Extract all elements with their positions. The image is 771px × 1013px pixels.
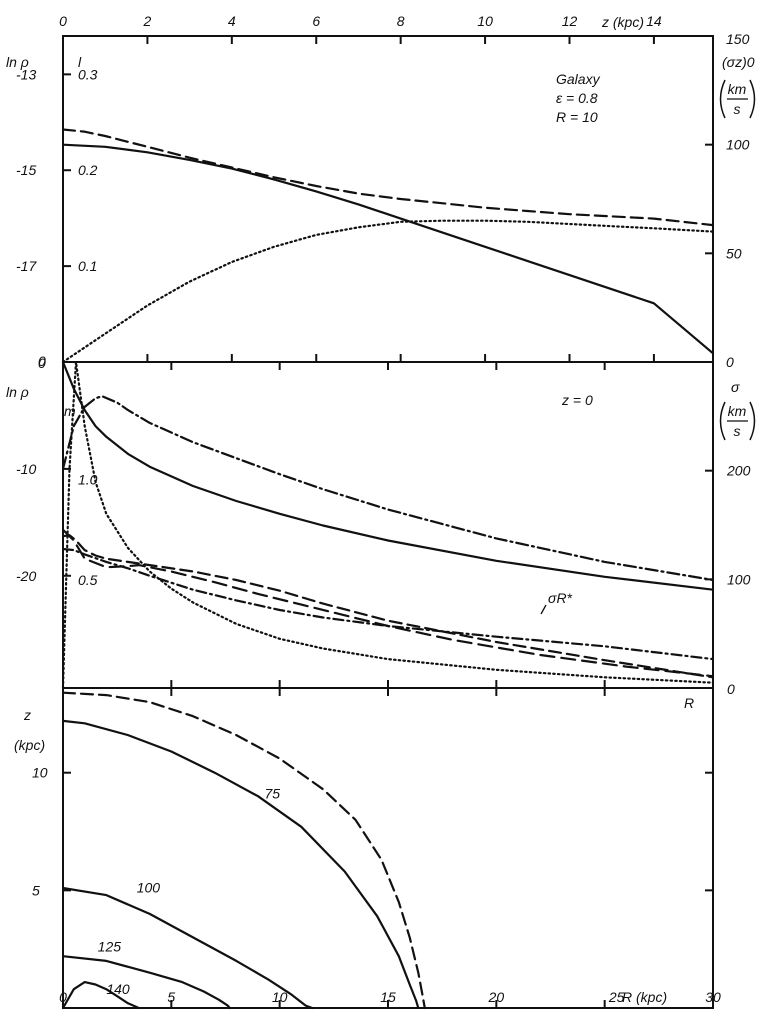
middle-right-axis-unit-paren-left xyxy=(719,401,726,441)
middle-series-longdash xyxy=(61,528,715,678)
top-axis-tick-label-1: 2 xyxy=(143,13,152,29)
bottom-x-tick-label-2: 10 xyxy=(272,989,288,1005)
top-series-dashed xyxy=(61,128,715,227)
middle-panel-frame xyxy=(62,361,714,689)
top-right-tick-label-0: 150 xyxy=(726,31,750,47)
contour-dashed xyxy=(61,691,426,1010)
top-axis-tick-label-2: 4 xyxy=(228,13,236,29)
bottom-x-axis-label: R (kpc) xyxy=(622,989,667,1005)
top-right-axis-label: (σz)0 km s xyxy=(719,54,756,119)
top-axis-tick-label-0: 0 xyxy=(59,13,67,29)
top-series-solid xyxy=(61,143,715,355)
bottom-corner-label: R xyxy=(684,695,694,711)
top-right-axis-unit-paren-right xyxy=(749,79,756,119)
bottom-x-tick-label-1: 5 xyxy=(167,989,175,1005)
top-left-lnrho-tick-label-1: -15 xyxy=(16,162,36,178)
top-left-l-tick-label-3: 0 xyxy=(38,353,46,369)
middle-right-tick-label-2: 0 xyxy=(727,681,735,697)
top-left-l-tick-label-0: 0.3 xyxy=(78,66,98,82)
middle-right-axis-label: σ km s xyxy=(719,379,756,441)
bottom-x-tick-label-5: 25 xyxy=(608,989,625,1005)
middle-right-axis-label-main: σ xyxy=(731,379,740,395)
top-left-l-tick-label-2: 0.1 xyxy=(78,258,97,274)
top-axis-tick-label-6: 12 xyxy=(562,13,578,29)
bottom-y-axis-unit: (kpc) xyxy=(14,737,45,753)
top-left-axis-label-lnrho: ln ρ xyxy=(6,54,29,70)
contour-140 xyxy=(61,981,140,1010)
top-right-tick-label-2: 50 xyxy=(726,245,742,261)
bottom-y-tick-label-0: 5 xyxy=(32,882,40,898)
top-right-tick-label-3: 0 xyxy=(726,354,734,370)
sigma-r-star-leader xyxy=(540,604,547,615)
contour-label-125: 125 xyxy=(98,939,122,955)
middle-left-lnrho-tick-label-1: -10 xyxy=(16,461,36,477)
contour-125 xyxy=(61,955,231,1010)
middle-series-dashdot2 xyxy=(61,547,715,661)
top-left-l-tick-label-1: 0.2 xyxy=(78,162,98,178)
top-axis-tick-label-7: 14 xyxy=(646,13,662,29)
middle-left-axis-label-m: m xyxy=(64,403,76,419)
contour-label-140: 140 xyxy=(106,981,130,997)
annotation-galaxy: Galaxy xyxy=(556,71,601,87)
bottom-panel-frame xyxy=(62,687,714,1009)
top-axis-tick-label-4: 8 xyxy=(397,13,405,29)
annotation-z0: z = 0 xyxy=(561,392,593,408)
contour-100 xyxy=(61,886,314,1010)
top-left-lnrho-tick-label-0: -13 xyxy=(16,66,36,82)
middle-left-lnrho-tick-label-0: 0 xyxy=(38,355,46,371)
bottom-x-tick-label-3: 15 xyxy=(380,989,396,1005)
bottom-x-tick-label-6: 30 xyxy=(705,989,721,1005)
bottom-x-tick-label-0: 0 xyxy=(59,989,67,1005)
top-panel-frame xyxy=(62,35,714,363)
middle-left-axis-label-lnrho: ln ρ xyxy=(6,384,29,400)
middle-right-tick-label-1: 100 xyxy=(727,571,751,587)
middle-left-lnrho-tick-label-2: -20 xyxy=(16,568,36,584)
contour-75 xyxy=(61,719,420,1010)
top-axis-tick-label-5: 10 xyxy=(477,13,493,29)
top-axis-tick-label-3: 6 xyxy=(312,13,320,29)
top-right-axis-unit-num: km xyxy=(728,81,747,97)
middle-right-axis-unit-num: km xyxy=(728,403,747,419)
middle-series-dotted xyxy=(61,360,715,690)
contour-label-100: 100 xyxy=(137,880,161,896)
middle-series-dashed xyxy=(61,534,715,679)
top-left-lnrho-tick-label-2: -17 xyxy=(16,258,37,274)
axis-ticks: 0 2 4 6 8 10 12 14150100500-13-15-170.30.20.100… xyxy=(16,13,751,1008)
middle-right-axis-unit-paren-right xyxy=(749,401,756,441)
bottom-y-tick-label-1: 10 xyxy=(32,765,48,781)
top-right-axis-label-main: (σz)0 xyxy=(722,54,755,70)
middle-right-tick-label-0: 200 xyxy=(726,463,751,479)
middle-right-axis-unit-den: s xyxy=(734,423,741,439)
annotation-r: R = 10 xyxy=(556,109,598,125)
middle-left-m-tick-label-0: 1.0 xyxy=(78,472,98,488)
top-left-axis-label-l: l xyxy=(78,54,82,70)
middle-left-m-tick-label-1: 0.5 xyxy=(78,572,98,588)
middle-series-dashdot xyxy=(61,395,715,582)
middle-series-solid xyxy=(61,360,715,591)
contour-label-75: 75 xyxy=(265,786,281,802)
top-right-tick-label-1: 100 xyxy=(726,137,750,153)
bottom-y-axis-label: z xyxy=(23,707,31,723)
top-series-dotted xyxy=(61,219,715,364)
sigma-r-star-label: σR* xyxy=(548,590,573,606)
top-right-axis-unit-paren-left xyxy=(719,79,726,119)
annotation-epsilon: ε = 0.8 xyxy=(556,90,598,106)
bottom-x-tick-label-4: 20 xyxy=(488,989,505,1005)
top-right-axis-unit-den: s xyxy=(734,101,741,117)
top-axis-label: z (kpc) xyxy=(601,14,644,30)
